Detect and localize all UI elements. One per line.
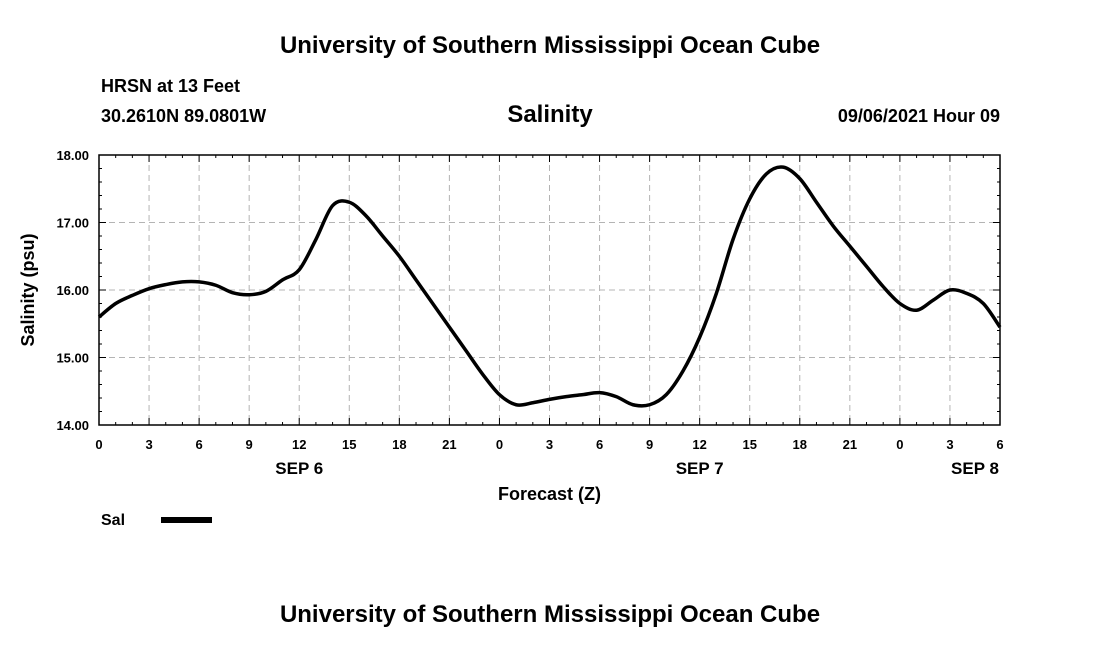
x-tick-label: 15 xyxy=(742,437,756,452)
x-tick-label: 21 xyxy=(843,437,857,452)
grid xyxy=(99,155,1000,425)
x-tick-label: 9 xyxy=(646,437,653,452)
x-tick-label: 3 xyxy=(546,437,553,452)
series-line-sal xyxy=(97,165,1002,408)
x-axis-title: Forecast (Z) xyxy=(498,484,601,504)
series-group xyxy=(97,165,1002,408)
day-label: SEP 8 xyxy=(951,459,999,478)
y-tick-label: 15.00 xyxy=(56,351,89,366)
x-tick-label: 0 xyxy=(496,437,503,452)
x-tick-label: 6 xyxy=(195,437,202,452)
x-tick-label: 12 xyxy=(292,437,306,452)
plot-frame xyxy=(98,154,1001,426)
x-tick-label: 21 xyxy=(442,437,456,452)
forecast-datetime: 09/06/2021 Hour 09 xyxy=(837,106,1000,126)
x-tick-label: 6 xyxy=(596,437,603,452)
y-axis-title: Salinity (psu) xyxy=(18,233,38,346)
chart-title-bottom: University of Southern Mississippi Ocean… xyxy=(279,601,821,628)
y-tick-label: 17.00 xyxy=(56,216,89,231)
day-label: SEP 6 xyxy=(275,459,323,478)
chart-subtitle: Salinity xyxy=(507,101,593,128)
x-tick-label: 3 xyxy=(946,437,953,452)
x-tick-label: 9 xyxy=(246,437,253,452)
station-coordinates: 30.2610N 89.0801W xyxy=(101,106,267,126)
x-tick-label: 18 xyxy=(392,437,406,452)
tick-labels: 0 3 6 9 12 15 18 21 0 3 6 9 12 15 18 21 0 3 6 14.00 15.00 16.… xyxy=(56,148,1003,478)
y-tick-label: 14.00 xyxy=(56,418,89,433)
x-tick-label: 0 xyxy=(896,437,903,452)
station-label: HRSN at 13 Feet xyxy=(101,76,241,96)
x-tick-label: 15 xyxy=(342,437,356,452)
x-tick-label: 18 xyxy=(793,437,807,452)
chart-title-top: University of Southern Mississippi Ocean… xyxy=(279,32,821,59)
x-tick-label: 6 xyxy=(996,437,1003,452)
x-tick-label: 3 xyxy=(145,437,152,452)
legend-label: Sal xyxy=(101,512,125,529)
y-tick-label: 18.00 xyxy=(56,148,89,163)
day-label: SEP 7 xyxy=(676,459,724,478)
legend: Sal xyxy=(101,512,212,529)
y-tick-label: 16.00 xyxy=(56,283,89,298)
x-tick-label: 12 xyxy=(692,437,706,452)
x-tick-label: 0 xyxy=(95,437,102,452)
